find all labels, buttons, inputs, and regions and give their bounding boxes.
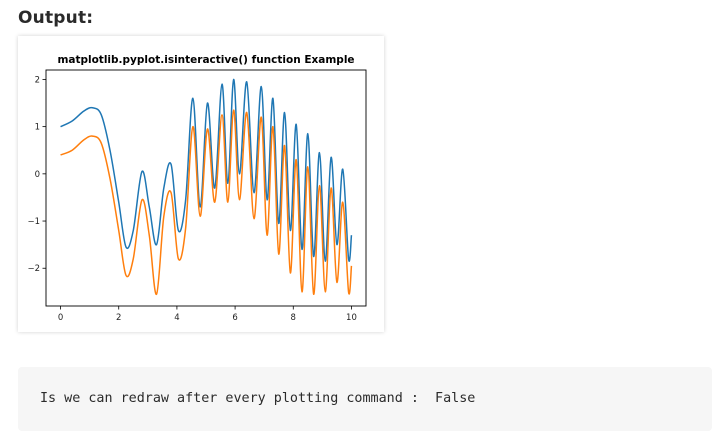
y-tick-label: −2 — [27, 264, 40, 274]
y-tick-label: −1 — [27, 217, 40, 227]
series-line-2 — [60, 109, 353, 295]
x-tick-label: 0 — [58, 313, 63, 323]
y-tick-label: 2 — [35, 75, 40, 85]
chart-title: matplotlib.pyplot.isinteractive() functi… — [57, 54, 354, 66]
x-tick-label: 8 — [291, 313, 296, 323]
series-line-1 — [60, 78, 353, 262]
x-tick-label: 10 — [346, 313, 357, 323]
x-tick-label: 6 — [232, 313, 237, 323]
y-tick-label: 1 — [35, 123, 40, 133]
x-tick-label: 2 — [116, 313, 121, 323]
chart-figure: matplotlib.pyplot.isinteractive() functi… — [18, 36, 384, 332]
x-tick-label: 4 — [174, 313, 179, 323]
output-heading: Output: — [18, 8, 94, 28]
y-tick-label: 0 — [35, 170, 40, 180]
series-lines — [60, 78, 353, 295]
plot-area-frame — [45, 69, 367, 307]
code-output-box: Is we can redraw after every plotting co… — [18, 367, 712, 431]
output-text: Is we can redraw after every plotting co… — [40, 391, 476, 406]
line-chart: matplotlib.pyplot.isinteractive() functi… — [27, 54, 367, 323]
